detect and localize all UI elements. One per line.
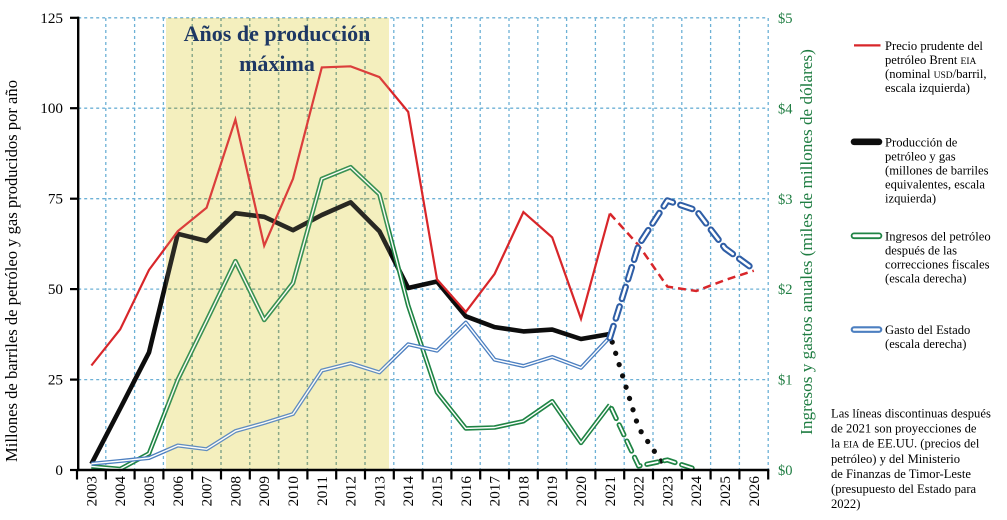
- svg-text:25: 25: [48, 372, 63, 389]
- svg-text:2010: 2010: [285, 476, 302, 507]
- svg-text:2008: 2008: [227, 476, 244, 507]
- svg-text:(escala derecha): (escala derecha): [885, 272, 966, 286]
- svg-text:petróleo y gas: petróleo y gas: [885, 149, 956, 163]
- svg-text:máxima: máxima: [239, 51, 315, 76]
- svg-text:2022): 2022): [831, 497, 860, 511]
- svg-text:2009: 2009: [256, 476, 273, 506]
- svg-text:2016: 2016: [458, 476, 475, 507]
- svg-text:75: 75: [48, 191, 63, 208]
- svg-text:Producción de: Producción de: [885, 135, 958, 149]
- svg-text:0: 0: [55, 462, 63, 479]
- svg-text:petróleo) y del Ministerio: petróleo) y del Ministerio: [831, 452, 960, 466]
- svg-text:2018: 2018: [515, 476, 532, 507]
- svg-text:2017: 2017: [487, 476, 504, 507]
- svg-text:Las líneas discontinuas despué: Las líneas discontinuas después: [831, 407, 991, 421]
- svg-text:2023: 2023: [659, 476, 676, 506]
- svg-text:Gasto del Estado: Gasto del Estado: [885, 323, 970, 337]
- svg-text:2013: 2013: [371, 476, 388, 506]
- svg-text:2025: 2025: [717, 476, 734, 506]
- svg-text:izquierda): izquierda): [885, 192, 936, 206]
- svg-text:la EIA de EE.UU. (precios del: la EIA de EE.UU. (precios del: [831, 437, 980, 451]
- svg-text:2003: 2003: [83, 476, 100, 506]
- svg-text:$5: $5: [778, 11, 793, 27]
- svg-text:2012: 2012: [343, 476, 360, 506]
- svg-text:2022: 2022: [631, 476, 648, 506]
- svg-text:$2: $2: [778, 282, 793, 298]
- svg-text:Precio prudente del: Precio prudente del: [885, 39, 983, 53]
- svg-text:2024: 2024: [688, 476, 705, 507]
- svg-text:Millones de barriles de petról: Millones de barriles de petróleo y gas p…: [2, 80, 21, 462]
- svg-text:de Finanzas de Timor-Leste: de Finanzas de Timor-Leste: [831, 467, 971, 481]
- svg-text:(escala derecha): (escala derecha): [885, 337, 966, 351]
- svg-text:Años de producción: Años de producción: [184, 21, 371, 46]
- svg-text:2020: 2020: [573, 476, 590, 507]
- svg-text:correcciones fiscales: correcciones fiscales: [885, 258, 990, 272]
- svg-text:(nominal USD/barril,: (nominal USD/barril,: [885, 67, 987, 81]
- svg-text:equivalentes, escala: equivalentes, escala: [885, 178, 985, 192]
- svg-text:2007: 2007: [199, 476, 216, 507]
- svg-text:2011: 2011: [314, 476, 331, 506]
- svg-text:de 2021 son proyecciones de: de 2021 son proyecciones de: [831, 422, 977, 436]
- svg-text:100: 100: [40, 100, 63, 117]
- svg-text:50: 50: [48, 281, 64, 298]
- svg-text:$1: $1: [778, 373, 793, 389]
- svg-text:(millones de barriles: (millones de barriles: [885, 164, 989, 178]
- svg-text:Ingresos y gastos anuales (mil: Ingresos y gastos anuales (miles de mill…: [797, 49, 816, 435]
- svg-text:2021: 2021: [602, 476, 619, 506]
- svg-text:2006: 2006: [170, 476, 187, 507]
- svg-text:petróleo Brent EIA: petróleo Brent EIA: [885, 53, 977, 67]
- svg-text:2004: 2004: [112, 476, 129, 507]
- svg-text:Ingresos del petróleo: Ingresos del petróleo: [885, 229, 991, 243]
- svg-text:escala izquierda): escala izquierda): [885, 81, 970, 95]
- svg-text:$3: $3: [778, 192, 793, 208]
- svg-text:(presupuesto del Estado para: (presupuesto del Estado para: [831, 482, 977, 496]
- svg-text:2014: 2014: [400, 476, 417, 507]
- svg-text:2005: 2005: [141, 476, 158, 506]
- svg-text:$0: $0: [778, 463, 793, 479]
- svg-text:2026: 2026: [746, 476, 763, 507]
- svg-text:$4: $4: [778, 101, 793, 117]
- svg-text:125: 125: [40, 10, 63, 27]
- svg-text:2015: 2015: [429, 476, 446, 506]
- svg-text:después de las: después de las: [885, 243, 957, 257]
- svg-text:2019: 2019: [544, 476, 561, 506]
